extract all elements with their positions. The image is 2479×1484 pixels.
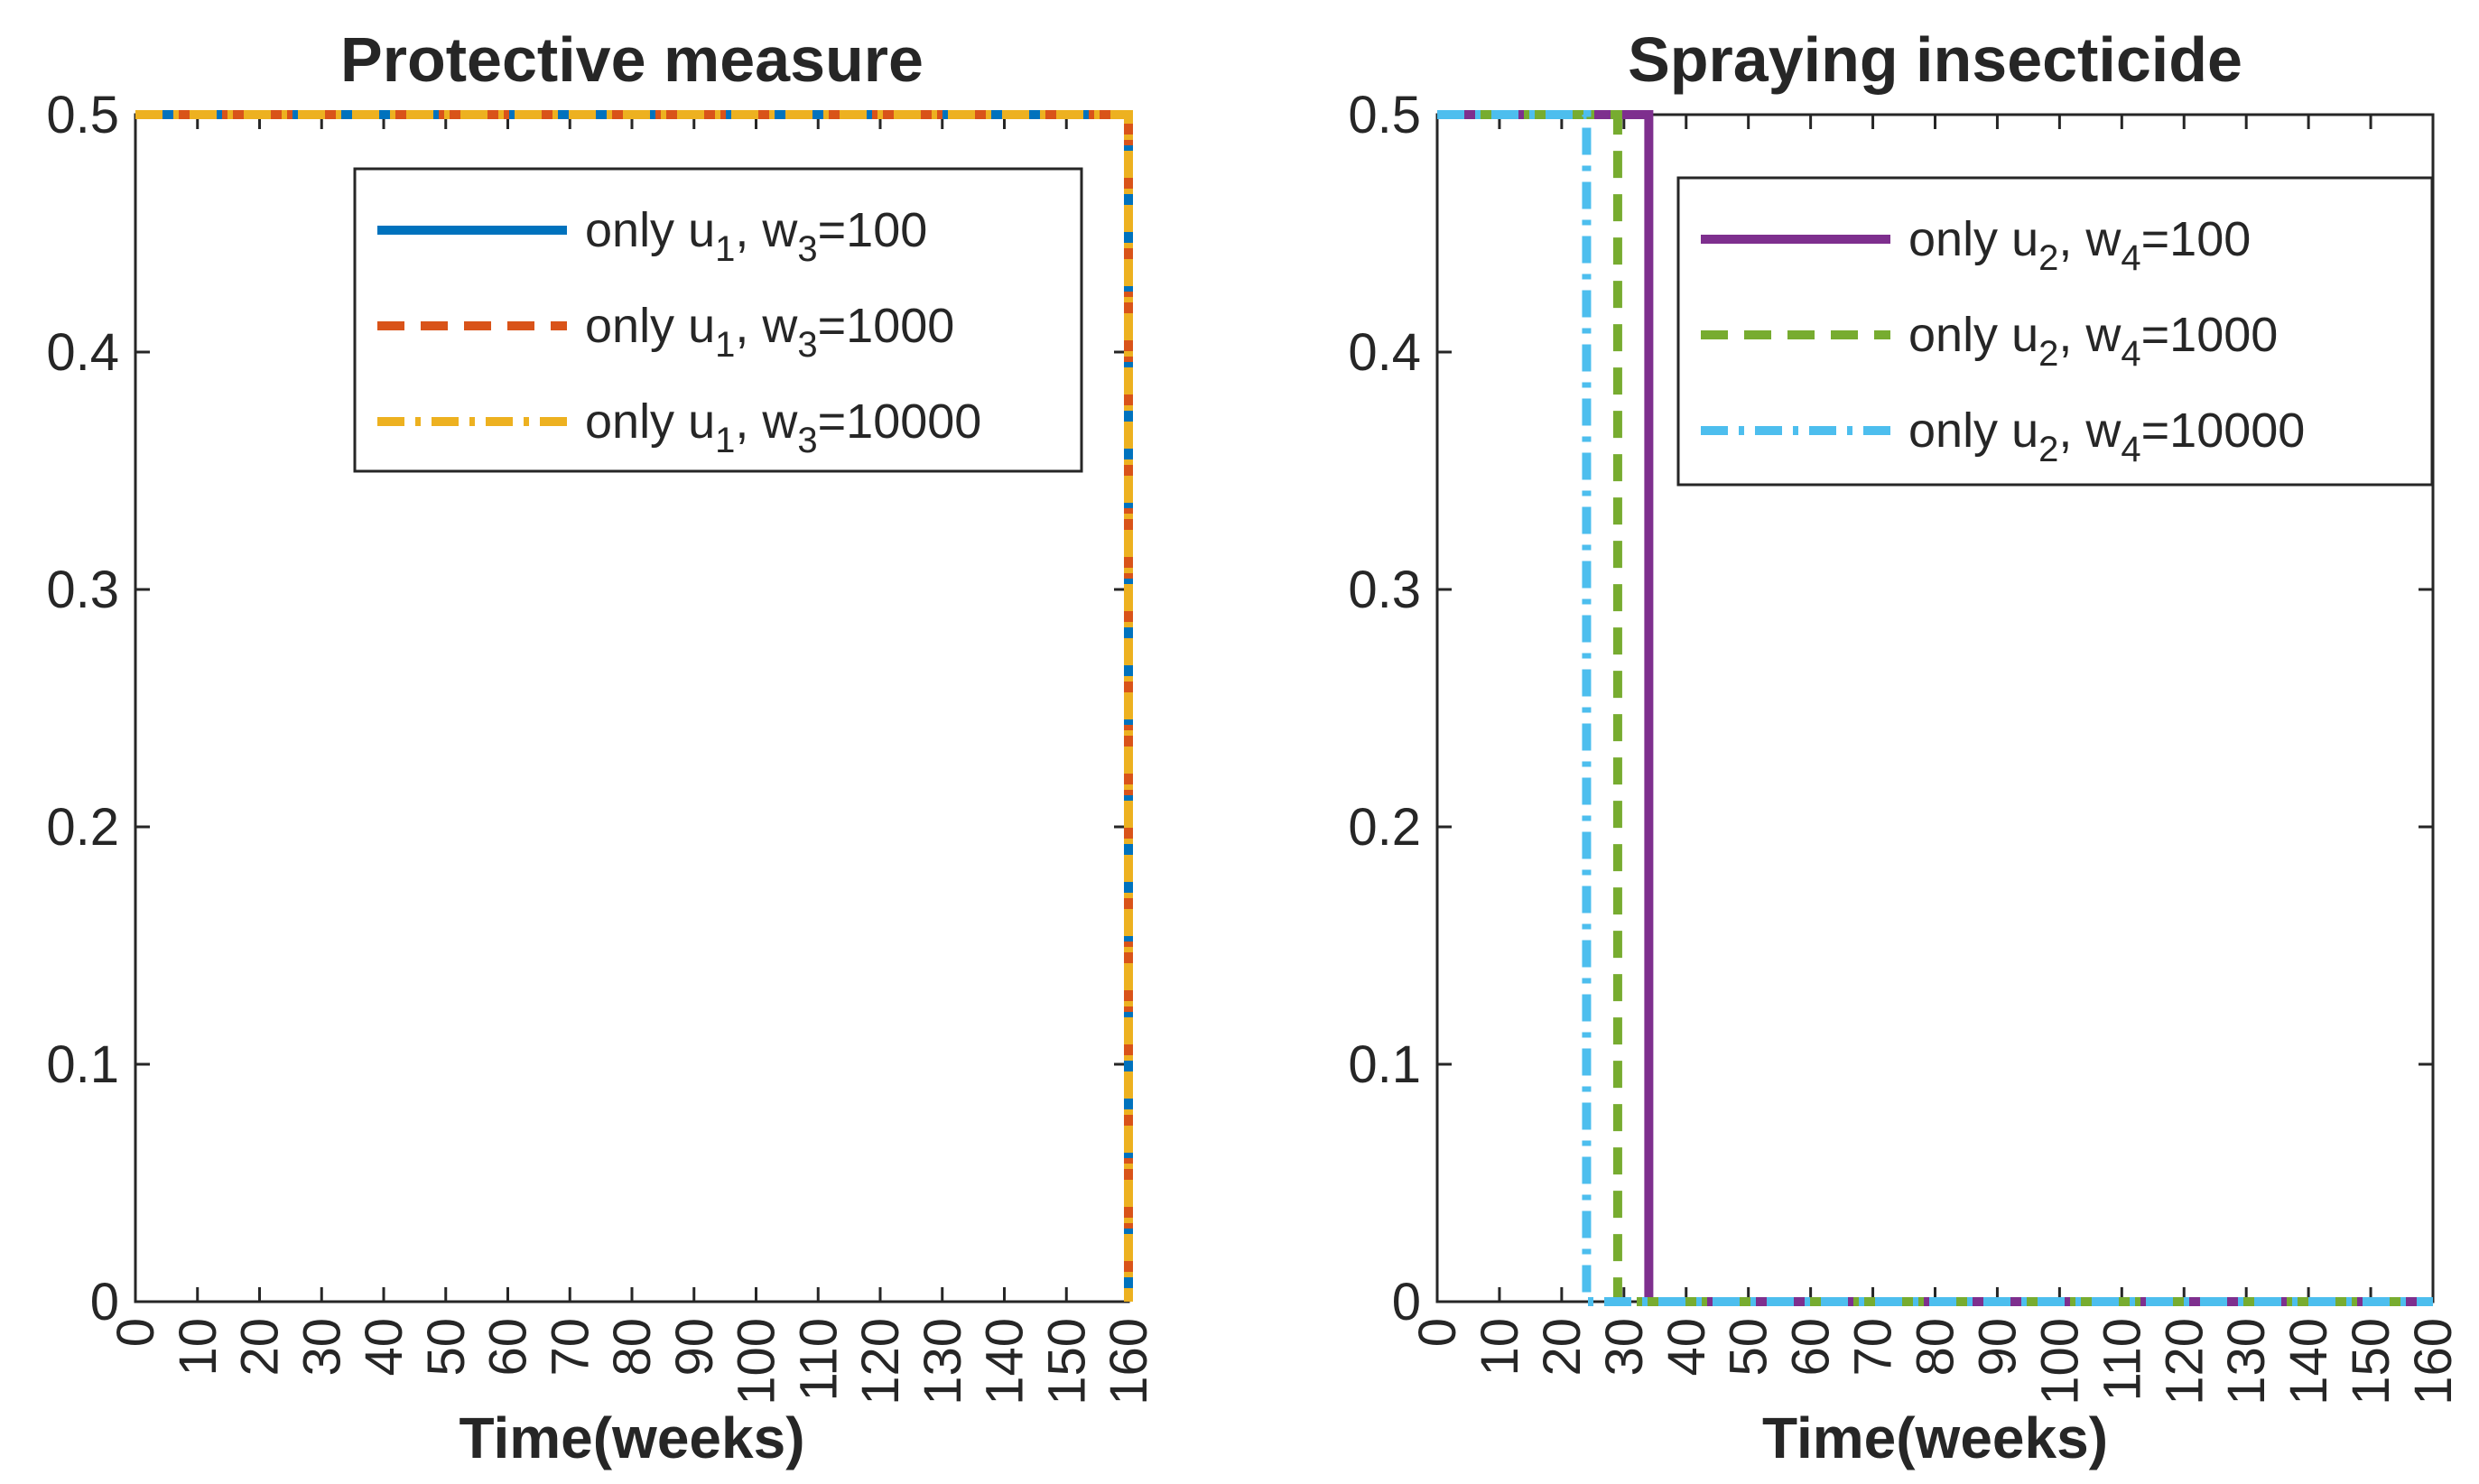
x-axis-label: Time(weeks) (1762, 1405, 2108, 1470)
x-tick-label: 90 (665, 1318, 724, 1377)
x-tick-label: 140 (976, 1318, 1035, 1405)
legend-text-sub1: 2 (2038, 238, 2058, 278)
x-tick-label: 160 (2404, 1318, 2463, 1405)
legend-label-3: only u1, w3=10000 (585, 394, 981, 460)
legend-text-sub2: 4 (2121, 334, 2140, 374)
legend-text-mid: , w (2058, 308, 2122, 362)
legend-text-sub1: 1 (715, 421, 735, 460)
x-tick-label: 40 (1657, 1318, 1716, 1377)
y-tick-label: 0 (1392, 1273, 1421, 1331)
x-tick-label: 10 (1471, 1318, 1529, 1377)
legend-text-sub1: 2 (2038, 430, 2058, 469)
legend-label-2: only u1, w3=1000 (585, 299, 954, 365)
legend-text-sub2: 4 (2121, 430, 2140, 469)
x-tick-label: 20 (231, 1318, 290, 1377)
series-line-3 (135, 110, 1133, 1302)
legend-text-sub1: 2 (2038, 334, 2058, 374)
legend-text-mid: , w (735, 299, 798, 353)
x-tick-label: 130 (914, 1318, 972, 1405)
y-tick-label: 0.3 (46, 561, 119, 619)
legend-box (353, 167, 1083, 473)
legend-text-post: =10000 (2141, 403, 2306, 458)
x-tick-label: 70 (1844, 1318, 1903, 1377)
legend-text-post: =1000 (818, 299, 955, 353)
x-tick-label: 50 (417, 1318, 476, 1377)
legend-label-3: only u2, w4=10000 (1908, 403, 2305, 469)
y-tick-label: 0.5 (46, 86, 119, 144)
legend-text-pre: only u (585, 203, 715, 257)
x-tick-label: 120 (2155, 1318, 2214, 1405)
legend-text-sub2: 3 (797, 421, 817, 460)
y-tick-label: 0.2 (46, 798, 119, 857)
x-tick-label: 20 (1533, 1318, 1592, 1377)
legend-text-pre: only u (585, 394, 715, 449)
x-tick-label: 30 (1595, 1318, 1654, 1377)
x-tick-label: 0 (107, 1318, 165, 1347)
x-tick-label: 130 (2217, 1318, 2276, 1405)
legend-text-pre: only u (585, 299, 715, 353)
x-tick-label: 0 (1408, 1318, 1467, 1347)
x-tick-label: 140 (2279, 1318, 2338, 1405)
x-tick-label: 100 (2030, 1318, 2089, 1405)
legend-text-pre: only u (1908, 308, 2038, 362)
x-tick-label: 50 (1720, 1318, 1778, 1377)
x-tick-label: 70 (541, 1318, 599, 1377)
x-tick-label: 150 (1037, 1318, 1096, 1405)
x-tick-label: 150 (2342, 1318, 2400, 1405)
legend-label-1: only u1, w3=100 (585, 203, 927, 269)
legend-text-sub1: 1 (715, 229, 735, 269)
legend-text-sub2: 3 (797, 325, 817, 365)
x-axis-label: Time(weeks) (460, 1405, 805, 1470)
legend-text-post: =100 (2141, 212, 2252, 266)
x-tick-label: 30 (292, 1318, 351, 1377)
legend-text-pre: only u (1908, 403, 2038, 458)
legend-text-post: =100 (818, 203, 928, 257)
y-tick-label: 0.2 (1348, 798, 1421, 857)
x-tick-label: 110 (2093, 1318, 2151, 1401)
x-tick-label: 60 (1782, 1318, 1841, 1377)
y-tick-label: 0.3 (1348, 561, 1421, 619)
legend-text-pre: only u (1908, 212, 2038, 266)
y-tick-label: 0.1 (46, 1035, 119, 1094)
legend-text-mid: , w (735, 203, 798, 257)
series-line-3 (1437, 110, 2433, 1306)
legend-text-mid: , w (2058, 403, 2122, 458)
x-tick-label: 120 (851, 1318, 910, 1405)
chart-title: Spraying insecticide (1628, 24, 2242, 95)
x-tick-label: 160 (1100, 1318, 1158, 1405)
x-tick-label: 10 (169, 1318, 227, 1377)
legend-text-sub2: 4 (2121, 238, 2140, 278)
legend-text-sub2: 3 (797, 229, 817, 269)
series-line-2 (135, 110, 1133, 1302)
legend-label-1: only u2, w4=100 (1908, 212, 2251, 278)
x-tick-label: 40 (355, 1318, 413, 1377)
y-tick-label: 0.4 (1348, 323, 1421, 382)
legend-text-sub1: 1 (715, 325, 735, 365)
x-tick-label: 100 (728, 1318, 786, 1405)
legend-text-mid: , w (735, 394, 798, 449)
y-tick-label: 0 (90, 1273, 119, 1331)
x-tick-label: 110 (789, 1318, 848, 1401)
legend-text-mid: , w (2058, 212, 2122, 266)
x-tick-label: 80 (603, 1318, 662, 1377)
x-tick-label: 60 (479, 1318, 538, 1377)
x-tick-label: 90 (1968, 1318, 2027, 1377)
legend-text-post: =1000 (2141, 308, 2279, 362)
y-tick-label: 0.4 (46, 323, 119, 382)
x-tick-label: 80 (1907, 1318, 1965, 1377)
legend-label-2: only u2, w4=1000 (1908, 308, 2278, 374)
chart-title: Protective measure (340, 24, 924, 95)
series-line-2 (1437, 110, 2433, 1306)
legend-text-post: =10000 (818, 394, 982, 449)
y-tick-label: 0.1 (1348, 1035, 1421, 1094)
y-tick-label: 0.5 (1348, 86, 1421, 144)
